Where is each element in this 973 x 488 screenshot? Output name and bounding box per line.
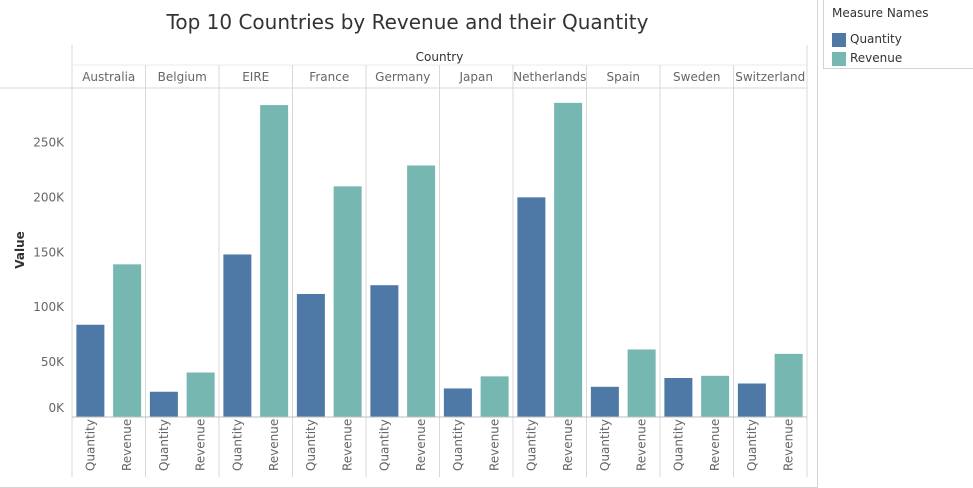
y-tick-label-50k: 50K	[41, 355, 65, 369]
measure-label-netherlands-revenue: Revenue	[561, 419, 575, 471]
measure-label-germany-revenue: Revenue	[414, 419, 428, 471]
category-label-japan: Japan	[459, 70, 493, 84]
measure-label-belgium-revenue: Revenue	[194, 419, 208, 471]
legend-swatch-quantity	[832, 33, 846, 47]
bar-belgium-revenue	[186, 372, 215, 417]
legend-label-quantity: Quantity	[850, 32, 902, 46]
chart-title: Top 10 Countries by Revenue and their Qu…	[166, 10, 649, 34]
bar-japan-quantity	[443, 388, 472, 417]
bar-france-revenue	[333, 186, 362, 417]
legend-title: Measure Names	[832, 6, 929, 20]
category-label-belgium: Belgium	[158, 70, 207, 84]
bar-germany-revenue	[407, 165, 436, 417]
y-axis-label: Value	[13, 231, 27, 269]
bar-eire-quantity	[223, 254, 252, 417]
measure-label-australia-quantity: Quantity	[83, 419, 97, 471]
category-label-switzerland: Switzerland	[735, 70, 805, 84]
y-tick-label-250k: 250K	[33, 135, 65, 149]
bar-eire-revenue	[260, 105, 289, 417]
measure-label-eire-revenue: Revenue	[267, 419, 281, 471]
measure-label-france-quantity: Quantity	[304, 419, 318, 471]
measure-label-spain-revenue: Revenue	[635, 419, 649, 471]
measure-label-sweden-quantity: Quantity	[671, 419, 685, 471]
measure-label-germany-quantity: Quantity	[377, 419, 391, 471]
column-header-country: Country	[416, 50, 464, 64]
bar-spain-quantity	[590, 386, 619, 417]
category-label-sweden: Sweden	[673, 70, 720, 84]
chart-right-border	[817, 0, 818, 488]
category-label-spain: Spain	[606, 70, 640, 84]
measure-label-sweden-revenue: Revenue	[708, 419, 722, 471]
y-tick-label-0k: 0K	[48, 401, 65, 415]
measure-label-eire-quantity: Quantity	[230, 419, 244, 471]
y-tick-label-200k: 200K	[33, 190, 65, 204]
bar-netherlands-revenue	[554, 102, 583, 418]
measure-label-belgium-quantity: Quantity	[157, 419, 171, 471]
bar-australia-quantity	[76, 324, 105, 417]
bar-germany-quantity	[370, 285, 399, 417]
measure-label-japan-quantity: Quantity	[451, 419, 465, 471]
bar-australia-revenue	[113, 264, 142, 417]
bar-france-quantity	[296, 293, 325, 417]
category-label-france: France	[309, 70, 349, 84]
y-tick-label-100k: 100K	[33, 300, 65, 314]
bar-sweden-revenue	[701, 375, 730, 417]
bar-japan-revenue	[480, 376, 509, 417]
measure-label-france-revenue: Revenue	[341, 419, 355, 471]
category-label-netherlands: Netherlands	[513, 70, 586, 84]
category-label-germany: Germany	[375, 70, 430, 84]
category-label-eire: EIRE	[242, 70, 269, 84]
chart-canvas: Country Australia Quantity Revenue Belgium Qu…	[0, 45, 808, 477]
measure-label-australia-revenue: Revenue	[120, 419, 134, 471]
bar-netherlands-quantity	[517, 197, 546, 417]
bar-switzerland-quantity	[737, 383, 766, 417]
measure-label-switzerland-revenue: Revenue	[782, 419, 796, 471]
bar-sweden-quantity	[664, 378, 693, 417]
measure-label-japan-revenue: Revenue	[488, 419, 502, 471]
measure-label-switzerland-quantity: Quantity	[745, 419, 759, 471]
legend-swatch-revenue	[832, 52, 846, 66]
legend-label-revenue: Revenue	[850, 51, 903, 65]
y-tick-label-150k: 150K	[33, 245, 65, 259]
measure-label-spain-quantity: Quantity	[598, 419, 612, 471]
bar-switzerland-revenue	[774, 353, 803, 417]
bar-belgium-quantity	[149, 391, 178, 417]
measure-label-netherlands-quantity: Quantity	[524, 419, 538, 471]
bar-spain-revenue	[627, 349, 656, 417]
legend: Measure Names Quantity Revenue	[823, 0, 973, 69]
category-label-australia: Australia	[82, 70, 135, 84]
